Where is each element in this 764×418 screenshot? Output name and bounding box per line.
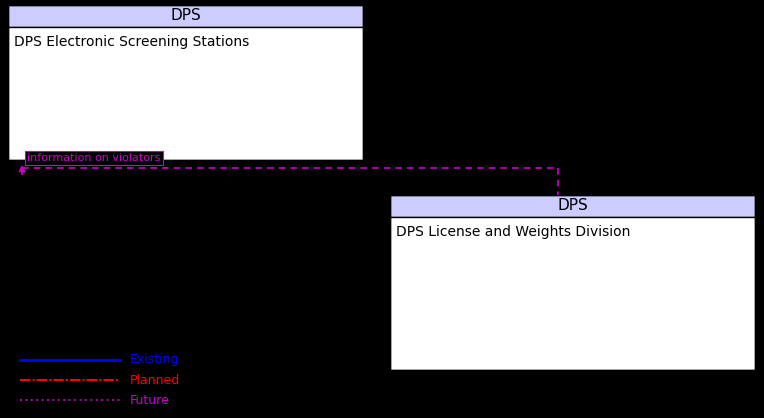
Text: Future: Future [130, 393, 170, 406]
Bar [8, 5, 363, 160]
Bar [390, 195, 755, 217]
Text: DPS: DPS [170, 8, 201, 23]
Text: DPS: DPS [557, 199, 588, 214]
Bar [8, 5, 363, 27]
Bar [390, 217, 755, 370]
Text: DPS Electronic Screening Stations: DPS Electronic Screening Stations [14, 35, 249, 49]
Bar [8, 27, 363, 160]
Text: DPS License and Weights Division: DPS License and Weights Division [396, 225, 630, 239]
Text: Existing: Existing [130, 354, 180, 367]
Text: Planned: Planned [130, 374, 180, 387]
Bar [390, 195, 755, 370]
Text: information on violators: information on violators [27, 153, 160, 163]
